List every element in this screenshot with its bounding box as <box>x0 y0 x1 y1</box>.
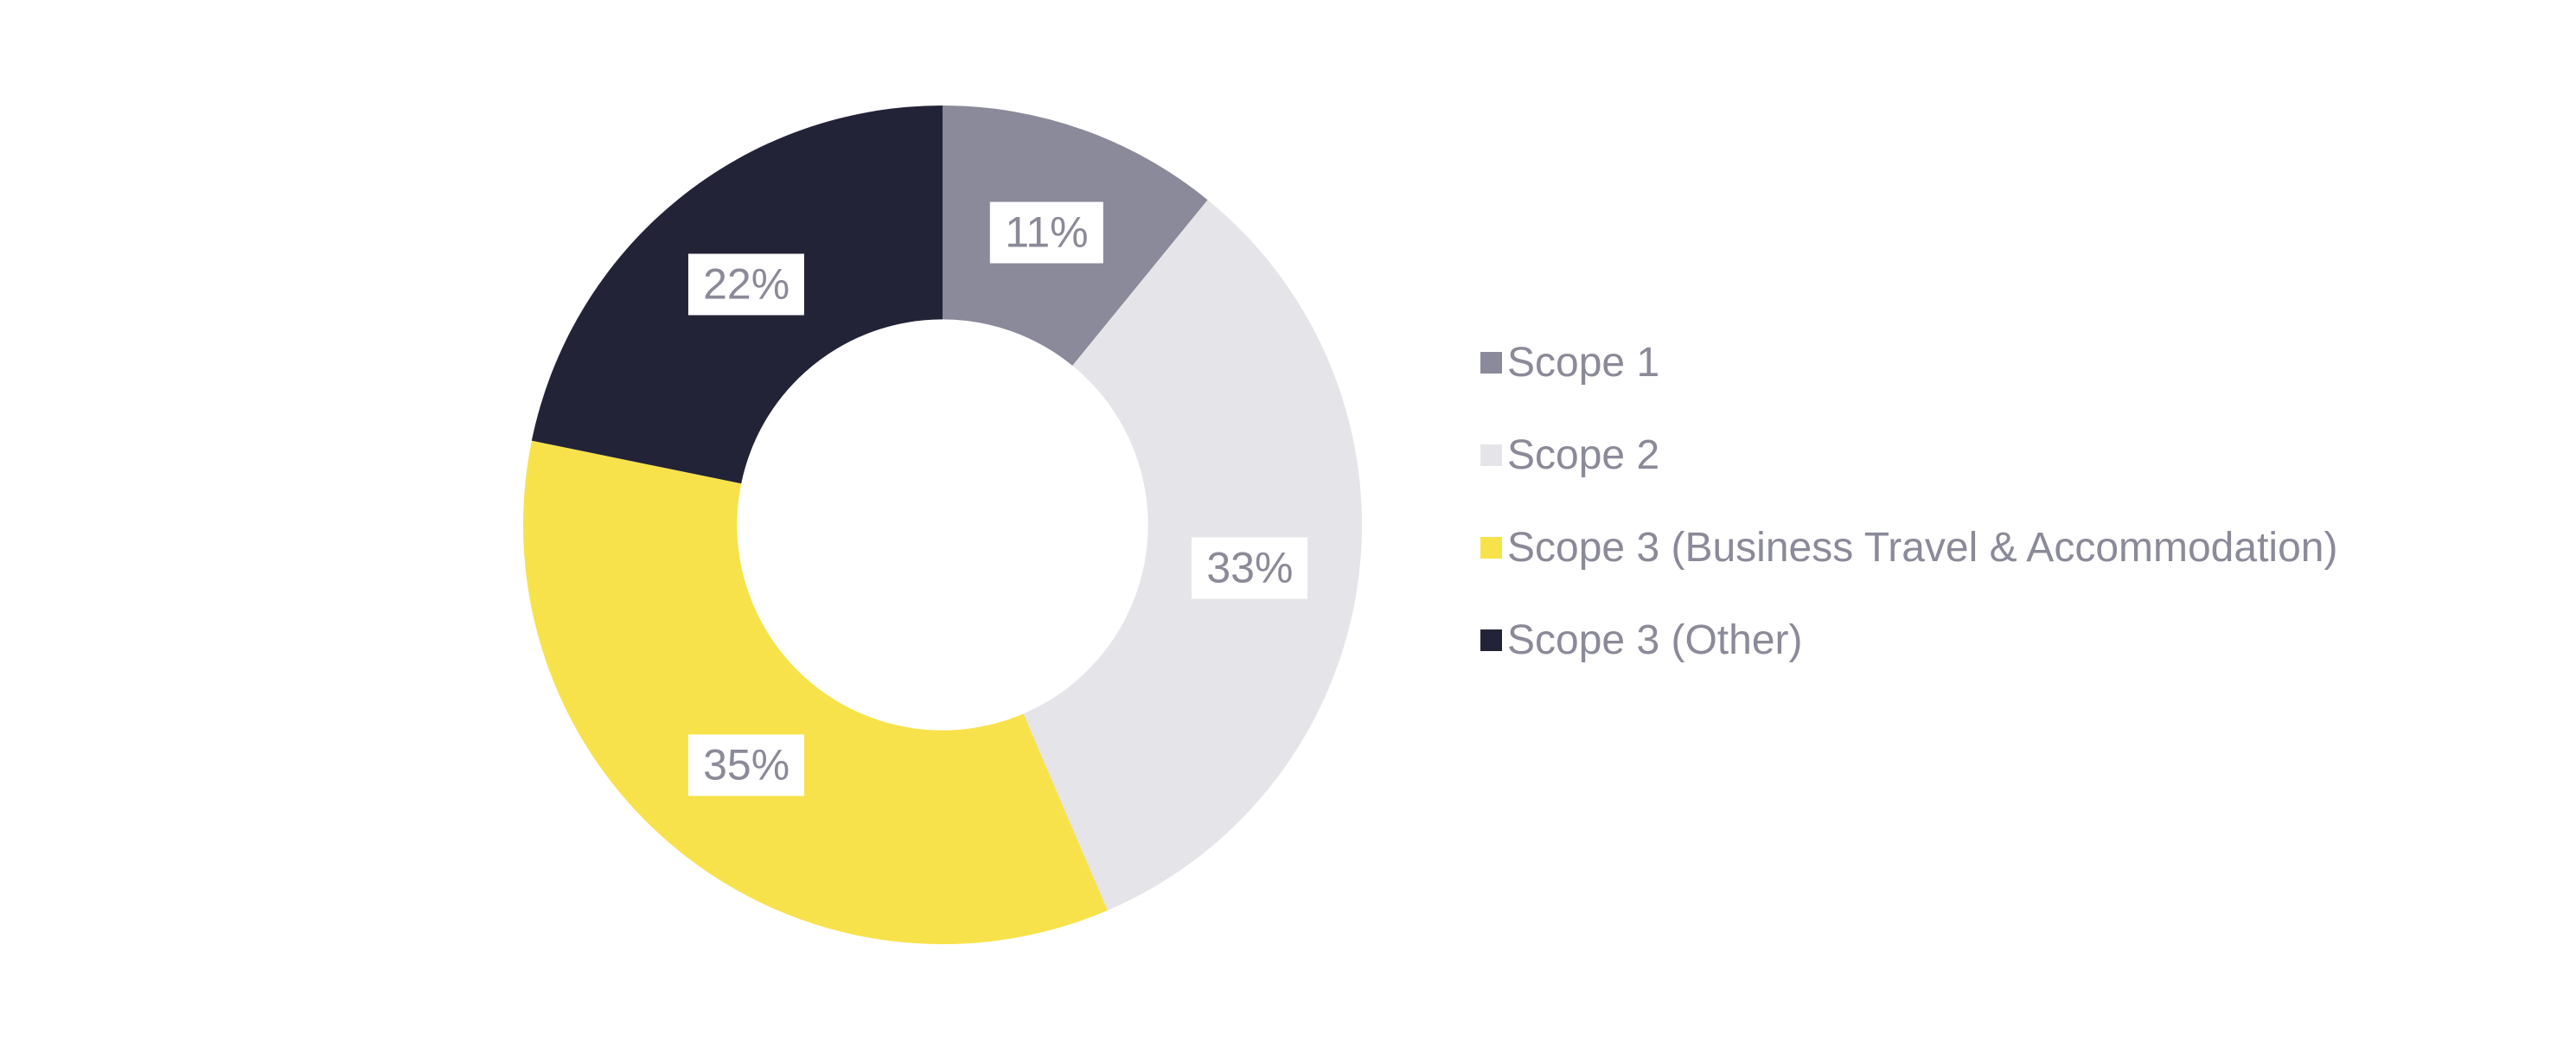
legend-item-2[interactable]: Scope 2 <box>1480 431 2337 478</box>
donut-slice-3[interactable] <box>523 440 1108 944</box>
legend-swatch-icon <box>1480 351 1502 374</box>
legend-swatch-icon <box>1480 629 1502 651</box>
legend-swatch-icon <box>1480 536 1502 559</box>
legend-swatch-icon <box>1480 444 1502 466</box>
legend-item-4[interactable]: Scope 3 (Other) <box>1480 616 2337 663</box>
legend-item-1[interactable]: Scope 1 <box>1480 339 2337 386</box>
legend-label: Scope 1 <box>1507 339 1660 386</box>
donut-chart: 11% 33% 35% 22% <box>523 105 1362 944</box>
legend-label: Scope 3 (Business Travel & Accommodation… <box>1507 524 2338 571</box>
legend-label: Scope 2 <box>1507 431 1660 478</box>
legend-item-3[interactable]: Scope 3 (Business Travel & Accommodation… <box>1480 524 2337 571</box>
slice-label-3: 35% <box>688 734 805 796</box>
legend: Scope 1 Scope 2 Scope 3 (Business Travel &… <box>1480 339 2337 709</box>
slice-label-1: 11% <box>990 201 1103 264</box>
legend-label: Scope 3 (Other) <box>1507 616 1803 663</box>
donut-chart-svg <box>523 105 1362 944</box>
slice-label-4: 22% <box>688 253 805 316</box>
slice-label-2: 33% <box>1192 537 1308 599</box>
